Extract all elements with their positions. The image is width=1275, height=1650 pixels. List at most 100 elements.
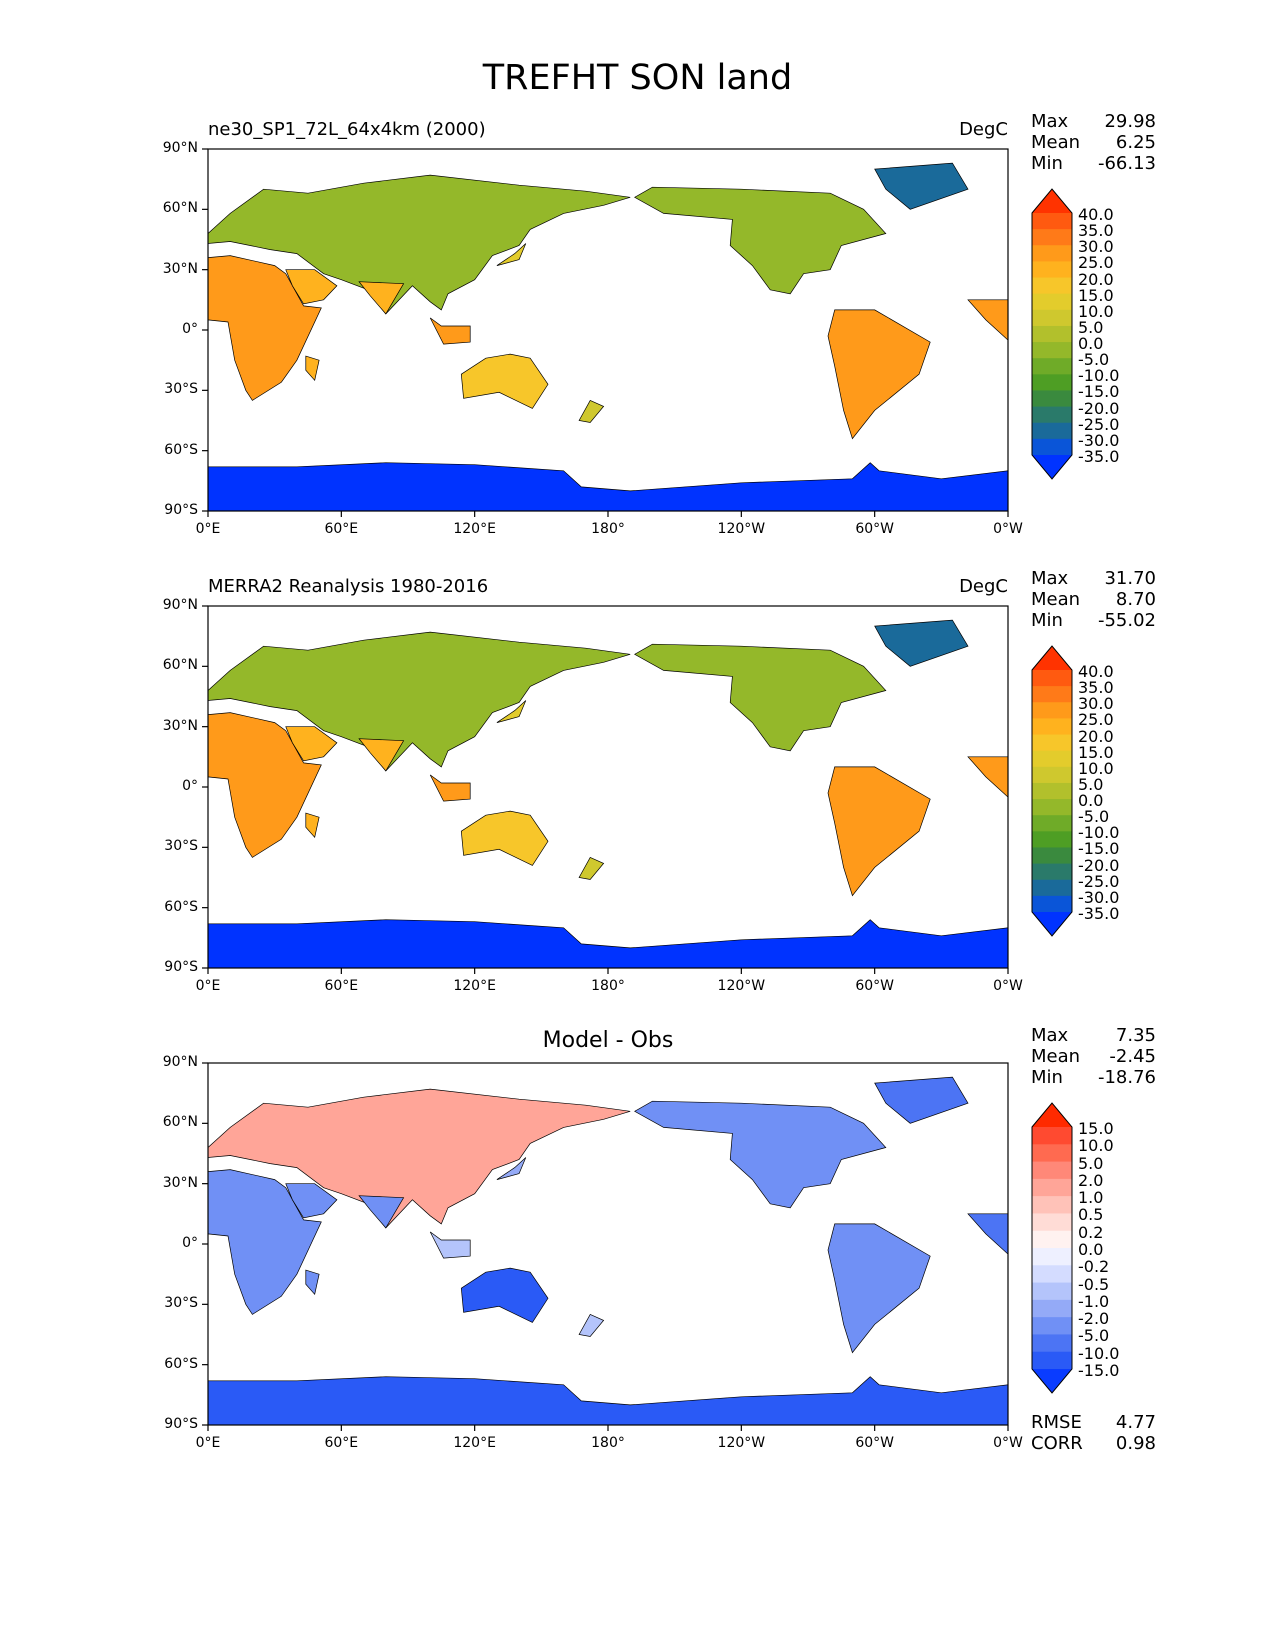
stat-value-max: 7.35 bbox=[1115, 1025, 1156, 1046]
land-seasia bbox=[429, 774, 471, 802]
x-tick-label: 120°W bbox=[717, 521, 766, 537]
colorbar-label: -10.0 bbox=[1078, 823, 1120, 843]
map-panel-2: MERRA2 Reanalysis 1980-2016 DegC Max 31.70 M… bbox=[0, 0, 1275, 994]
land-samerica bbox=[827, 766, 931, 897]
colorbar-label: 15.0 bbox=[1078, 1119, 1114, 1138]
map-panel-1: ne30_SP1_72L_64x4km (2000) DegC Max 29.98 Me… bbox=[0, 0, 1275, 537]
y-tick-label: 90°S bbox=[164, 502, 198, 518]
stat-label-mean: Mean bbox=[1031, 132, 1081, 153]
colorbar-swatch bbox=[1032, 1317, 1072, 1335]
x-tick-label: 120°W bbox=[717, 978, 766, 994]
colorbar-extend-bottom bbox=[1032, 912, 1072, 936]
colorbar bbox=[1031, 1102, 1073, 1394]
land-japan bbox=[496, 1157, 527, 1180]
map-svg bbox=[202, 1062, 1009, 1431]
colorbar-label: -30.0 bbox=[1078, 430, 1120, 450]
land-madagascar bbox=[305, 1269, 320, 1296]
land-africa bbox=[207, 1169, 322, 1315]
colorbar-label: 15.0 bbox=[1078, 285, 1114, 305]
colorbar-swatch bbox=[1032, 390, 1072, 408]
stat-value-corr: 0.98 bbox=[1115, 1433, 1156, 1454]
colorbar-swatch bbox=[1032, 686, 1072, 703]
x-tick-label: 0°W bbox=[993, 978, 1023, 994]
colorbar-label: 15.0 bbox=[1078, 742, 1114, 762]
x-tick-label: 120°E bbox=[453, 1435, 496, 1451]
x-tick-label: 60°E bbox=[324, 978, 359, 994]
colorbar-swatch bbox=[1032, 1213, 1072, 1232]
colorbar-label: 35.0 bbox=[1078, 221, 1114, 241]
colorbar-label: 5.0 bbox=[1078, 317, 1104, 337]
colorbar bbox=[1031, 645, 1073, 937]
colorbar-swatch bbox=[1032, 1196, 1072, 1214]
y-tick-label: 60°S bbox=[164, 898, 198, 915]
colorbar-label: -35.0 bbox=[1078, 447, 1120, 466]
colorbar-label: 0.0 bbox=[1078, 1240, 1104, 1259]
colorbar-swatch bbox=[1032, 293, 1072, 311]
map-panel-3: Model - Obs Max 7.35 Mean -2.45 Min -18.76 RMSE… bbox=[0, 0, 1275, 1454]
x-tick-label: 180° bbox=[591, 978, 625, 994]
x-tick-label: 0°E bbox=[195, 978, 221, 994]
colorbar-label: 40.0 bbox=[1078, 662, 1114, 681]
colorbar-swatch bbox=[1032, 438, 1072, 456]
x-tick-label: 0°E bbox=[195, 521, 221, 537]
map-svg bbox=[202, 148, 1009, 517]
colorbar-swatch bbox=[1032, 1161, 1072, 1180]
y-tick-label: 90°N bbox=[162, 140, 198, 156]
colorbar-swatch bbox=[1032, 309, 1072, 327]
page-title: TREFHT SON land bbox=[482, 58, 793, 98]
colorbar-label: 1.0 bbox=[1078, 1188, 1104, 1208]
land-australia bbox=[460, 353, 549, 409]
colorbar-extend-bottom bbox=[1032, 1369, 1072, 1393]
colorbar-label: 30.0 bbox=[1078, 694, 1114, 714]
panel-title: Model - Obs bbox=[542, 1028, 674, 1053]
colorbar-label: 30.0 bbox=[1078, 237, 1114, 257]
land-nz bbox=[578, 1313, 605, 1337]
colorbar-swatch bbox=[1032, 1265, 1072, 1284]
stat-label-mean: Mean bbox=[1031, 589, 1081, 610]
colorbar-outline bbox=[1031, 188, 1073, 480]
colorbar-swatch bbox=[1032, 213, 1072, 230]
colorbar-swatch bbox=[1032, 895, 1072, 913]
y-tick-label: 0° bbox=[182, 1235, 198, 1251]
land-madagascar bbox=[305, 812, 320, 839]
stat-label-min: Min bbox=[1031, 610, 1063, 631]
colorbar-outline bbox=[1031, 1102, 1073, 1394]
stat-label-min: Min bbox=[1031, 153, 1063, 174]
land-japan bbox=[496, 700, 527, 723]
y-tick-label: 30°N bbox=[162, 1174, 198, 1191]
map-svg bbox=[202, 605, 1009, 974]
land-eurasia bbox=[207, 631, 631, 772]
colorbar-swatch bbox=[1032, 750, 1072, 768]
land-australia bbox=[460, 810, 549, 866]
y-tick-label: 90°S bbox=[164, 959, 198, 975]
colorbar-swatch bbox=[1032, 1282, 1072, 1301]
x-tick-label: 60°W bbox=[855, 1435, 894, 1451]
colorbar-label: -30.0 bbox=[1078, 887, 1120, 907]
colorbar-label: 10.0 bbox=[1078, 301, 1114, 321]
y-tick-label: 90°N bbox=[162, 597, 198, 613]
land-africa bbox=[207, 255, 322, 401]
stat-value-max: 31.70 bbox=[1104, 568, 1156, 589]
land-australia bbox=[460, 1267, 549, 1323]
land-greenland bbox=[874, 619, 969, 667]
colorbar-swatch bbox=[1032, 261, 1072, 279]
land-india bbox=[358, 738, 405, 772]
y-tick-label: 90°S bbox=[164, 1416, 198, 1432]
colorbar-swatch bbox=[1032, 766, 1072, 784]
colorbar-label: 25.0 bbox=[1078, 710, 1114, 730]
land-eurasia bbox=[207, 174, 631, 315]
colorbar-label: -20.0 bbox=[1078, 398, 1120, 418]
colorbar-label: 0.0 bbox=[1078, 791, 1104, 811]
x-tick-label: 180° bbox=[591, 1435, 625, 1451]
colorbar-label: 0.0 bbox=[1078, 334, 1104, 354]
colorbar-swatch bbox=[1032, 277, 1072, 295]
colorbar-label: -35.0 bbox=[1078, 904, 1120, 923]
colorbar-extend-top bbox=[1032, 1103, 1072, 1127]
x-tick-label: 120°W bbox=[717, 1435, 766, 1451]
land-samerica bbox=[827, 1223, 931, 1354]
x-tick-label: 0°W bbox=[993, 1435, 1023, 1451]
colorbar-swatch bbox=[1032, 1144, 1072, 1163]
panel-title: ne30_SP1_72L_64x4km (2000) bbox=[208, 119, 486, 140]
y-tick-label: 30°S bbox=[164, 381, 198, 398]
colorbar-label: -0.5 bbox=[1078, 1274, 1110, 1294]
